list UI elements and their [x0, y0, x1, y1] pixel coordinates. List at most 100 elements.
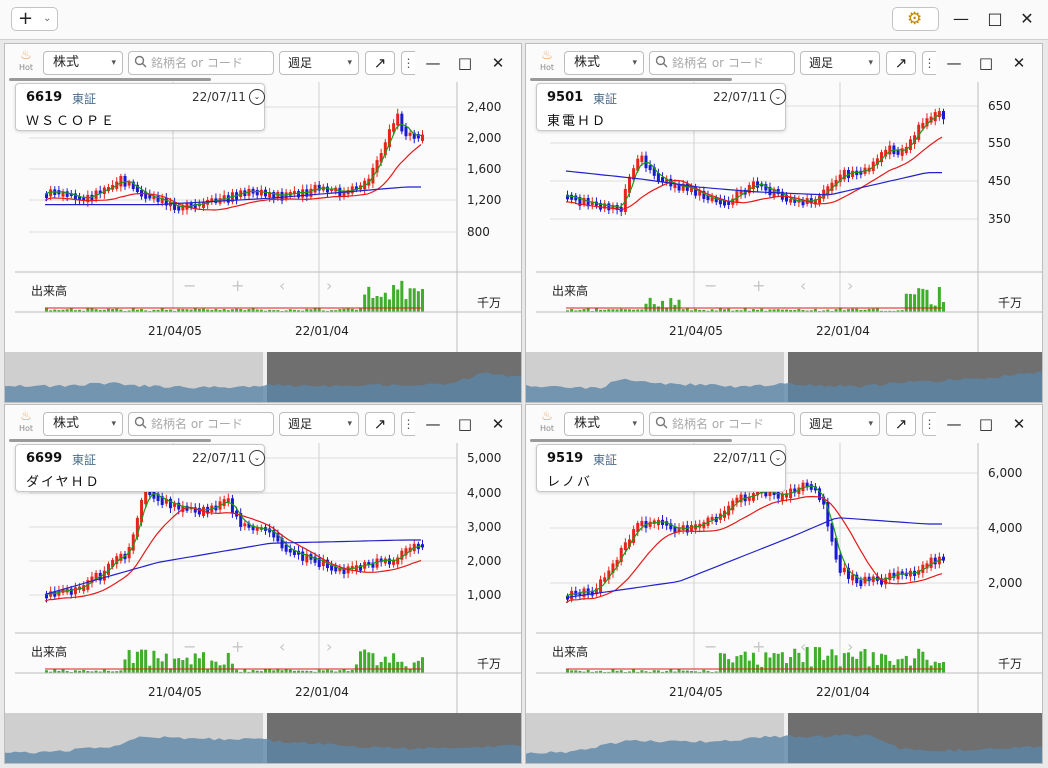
symbol-search[interactable] — [649, 51, 795, 75]
symbol-search[interactable] — [128, 51, 274, 75]
symbol-search[interactable] — [128, 412, 274, 436]
search-input[interactable] — [672, 415, 790, 433]
more-options-button[interactable]: ⋮ — [401, 412, 415, 436]
panel-maximize-button[interactable]: □ — [455, 414, 475, 434]
open-external-button[interactable]: ↗ — [886, 51, 916, 75]
scroll-left-button[interactable]: ‹ — [800, 637, 806, 656]
expand-info-button[interactable]: ⌄ — [770, 450, 786, 466]
header-scrollbar[interactable] — [530, 439, 732, 442]
window-minimize-button[interactable]: — — [953, 9, 969, 28]
more-options-button[interactable]: ⋮ — [922, 412, 936, 436]
more-options-button[interactable]: ⋮ — [922, 51, 936, 75]
hot-button[interactable]: ♨ Hot — [534, 49, 560, 77]
candle — [888, 145, 892, 155]
open-external-button[interactable]: ↗ — [365, 412, 395, 436]
price-chart[interactable]: 650 550 450 350 出来高 千万 − + ‹ › 21/04/05 22/… — [526, 44, 1043, 352]
zoom-out-button[interactable]: − — [183, 637, 196, 656]
volume-bar — [594, 671, 598, 673]
zoom-in-button[interactable]: + — [231, 276, 244, 295]
zoom-out-button[interactable]: − — [704, 276, 717, 295]
period-select[interactable]: 週足 ▾ — [279, 412, 359, 436]
hot-button[interactable]: ♨ Hot — [13, 410, 39, 438]
expand-info-button[interactable]: ⌄ — [770, 89, 786, 105]
candle — [640, 155, 644, 162]
scroll-right-button[interactable]: › — [326, 276, 332, 295]
period-select[interactable]: 週足 ▾ — [800, 412, 880, 436]
panel-maximize-button[interactable]: □ — [976, 414, 996, 434]
navigator-overview[interactable] — [5, 352, 522, 402]
hot-button[interactable]: ♨ Hot — [534, 410, 560, 438]
volume-bar — [838, 666, 842, 673]
scroll-left-button[interactable]: ‹ — [279, 276, 285, 295]
navigator-handle[interactable] — [263, 352, 267, 402]
scroll-left-button[interactable]: ‹ — [279, 637, 285, 656]
volume-bar — [780, 652, 784, 673]
header-scrollbar[interactable] — [9, 439, 211, 442]
navigator-overview[interactable] — [526, 352, 1043, 402]
volume-bar — [661, 671, 665, 673]
volume-bar — [904, 293, 908, 312]
panel-minimize-button[interactable]: — — [423, 53, 443, 73]
open-external-button[interactable]: ↗ — [886, 412, 916, 436]
panel-maximize-button[interactable]: □ — [976, 53, 996, 73]
navigator-handle[interactable] — [263, 713, 267, 763]
panel-maximize-button[interactable]: □ — [455, 53, 475, 73]
zoom-out-button[interactable]: − — [183, 276, 196, 295]
market-select[interactable]: 株式 ▾ — [564, 412, 644, 436]
navigator-overview[interactable] — [5, 713, 522, 763]
settings-button[interactable]: ⚙ — [892, 7, 939, 31]
navigator-handle[interactable] — [784, 352, 788, 402]
volume-bar — [202, 652, 206, 673]
candle — [317, 184, 321, 191]
header-scrollbar[interactable] — [530, 78, 732, 81]
add-chart-button[interactable]: + ⌄ — [11, 7, 58, 31]
market-select[interactable]: 株式 ▾ — [43, 412, 123, 436]
search-input[interactable] — [151, 415, 269, 433]
zoom-out-button[interactable]: − — [704, 637, 717, 656]
search-input[interactable] — [672, 54, 790, 72]
zoom-in-button[interactable]: + — [752, 276, 765, 295]
navigator-overview[interactable] — [526, 713, 1043, 763]
panel-minimize-button[interactable]: — — [944, 414, 964, 434]
period-select[interactable]: 週足 ▾ — [279, 51, 359, 75]
volume-bar — [288, 309, 292, 312]
expand-info-button[interactable]: ⌄ — [249, 450, 265, 466]
volume-bar — [259, 671, 263, 673]
panel-close-button[interactable]: ✕ — [488, 414, 508, 434]
panel-minimize-button[interactable]: — — [944, 53, 964, 73]
hot-button[interactable]: ♨ Hot — [13, 49, 39, 77]
close-icon: ✕ — [1012, 415, 1026, 433]
volume-bar — [677, 669, 681, 673]
window-close-button[interactable]: ✕ — [1020, 9, 1034, 28]
market-select[interactable]: 株式 ▾ — [564, 51, 644, 75]
open-external-button[interactable]: ↗ — [365, 51, 395, 75]
scroll-left-button[interactable]: ‹ — [800, 276, 806, 295]
zoom-in-button[interactable]: + — [231, 637, 244, 656]
volume-label: 出来高 — [552, 283, 588, 298]
panel-close-button[interactable]: ✕ — [488, 53, 508, 73]
volume-bar — [875, 308, 879, 312]
search-input[interactable] — [151, 54, 269, 72]
volume-bar — [90, 671, 94, 673]
scroll-right-button[interactable]: › — [847, 276, 853, 295]
expand-info-button[interactable]: ⌄ — [249, 89, 265, 105]
volume-bar — [632, 309, 636, 312]
scroll-right-button[interactable]: › — [847, 637, 853, 656]
panel-close-button[interactable]: ✕ — [1009, 53, 1029, 73]
panel-close-button[interactable]: ✕ — [1009, 414, 1029, 434]
volume-bar — [69, 671, 73, 673]
window-maximize-button[interactable]: □ — [987, 9, 1003, 28]
period-select[interactable]: 週足 ▾ — [800, 51, 880, 75]
volume-bar — [247, 671, 251, 673]
candle — [330, 565, 334, 571]
volume-bar — [789, 310, 793, 312]
symbol-search[interactable] — [649, 412, 795, 436]
more-options-button[interactable]: ⋮ — [401, 51, 415, 75]
zoom-in-button[interactable]: + — [752, 637, 765, 656]
scroll-right-button[interactable]: › — [326, 637, 332, 656]
panel-minimize-button[interactable]: — — [423, 414, 443, 434]
market-select[interactable]: 株式 ▾ — [43, 51, 123, 75]
price-chart[interactable]: 5,000 4,000 3,000 2,000 1,000 出来高 千万 − + ‹ ›… — [5, 405, 522, 713]
header-scrollbar[interactable] — [9, 78, 211, 81]
